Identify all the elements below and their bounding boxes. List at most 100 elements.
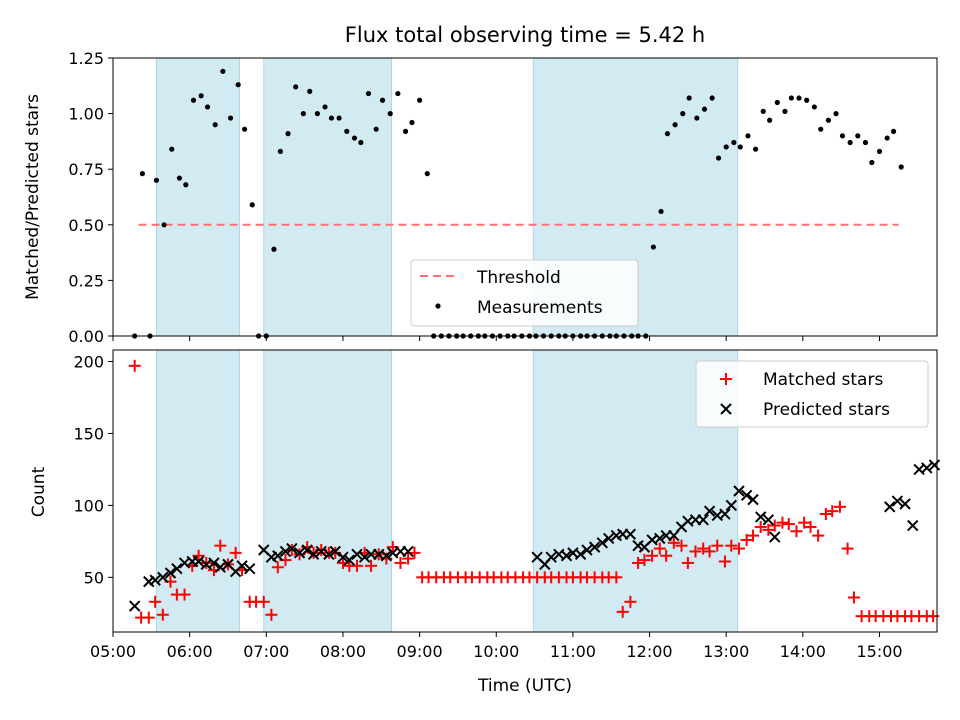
- predicted-star-point: [329, 545, 341, 558]
- matched-star-point: [265, 608, 278, 621]
- matched-star-point: [689, 545, 702, 558]
- x-tick-label: 10:00: [473, 642, 519, 661]
- matched-star-point: [782, 518, 795, 531]
- count-panel: 05:00 06:00 07:00 08:00 09:00 10:00 11:00 12:00…: [29, 349, 941, 696]
- top-legend: Threshold Measurements: [410, 259, 639, 327]
- predicted-star-point: [301, 544, 313, 556]
- matched-star-point: [142, 611, 155, 624]
- predicted-star-point: [214, 561, 227, 573]
- predicted-star-point: [588, 541, 601, 553]
- predicted-star-point: [703, 505, 716, 517]
- bottom-y-axis-label: Count: [29, 466, 49, 517]
- matched-star-point: [156, 608, 169, 621]
- matched-star-point: [632, 556, 645, 569]
- measurement-point: [715, 155, 722, 161]
- predicted-star-point: [769, 531, 781, 543]
- matched-star-point: [149, 595, 162, 608]
- matched-star-point: [762, 523, 775, 536]
- measurement-point: [760, 108, 766, 114]
- matched-star-point: [847, 591, 860, 604]
- predicted-star-point: [279, 545, 292, 558]
- measurement-point: [833, 111, 839, 117]
- measurement-point: [322, 104, 328, 110]
- predicted-star-point: [624, 528, 637, 540]
- legend-matched-label: Matched stars: [763, 370, 883, 390]
- matched-star-point: [128, 359, 141, 372]
- measurement-point: [839, 133, 846, 139]
- measurement-point: [365, 90, 372, 97]
- measurement-point: [227, 115, 234, 121]
- measurement-point: [277, 148, 283, 155]
- predicted-star-point: [928, 459, 941, 471]
- predicted-star-point: [602, 532, 615, 545]
- measurement-point: [723, 144, 729, 150]
- measurement-point: [782, 108, 788, 114]
- matched-star-point: [740, 533, 753, 546]
- matched-star-point: [394, 556, 407, 569]
- predicted-star-point: [402, 545, 414, 558]
- y-tick-label: 0.00: [68, 327, 104, 346]
- predicted-star-point: [164, 567, 177, 579]
- predicted-stars-points: [129, 459, 941, 612]
- matched-star-point: [271, 561, 284, 574]
- top-axes-frame: [112, 57, 938, 337]
- matched-star-point: [200, 556, 213, 569]
- legend-measurements-label: Measurements: [477, 298, 603, 318]
- matched-star-point: [638, 554, 651, 567]
- matched-star-point: [257, 595, 270, 608]
- legend-box: [410, 259, 639, 327]
- legend-predicted-swatch: [720, 403, 732, 415]
- matched-star-point: [214, 539, 227, 552]
- measurement-point: [767, 117, 773, 123]
- measurement-point: [336, 115, 342, 121]
- matched-star-point: [703, 545, 716, 558]
- measurement-point: [664, 131, 671, 137]
- measurement-point: [804, 97, 810, 103]
- matched-star-point: [660, 549, 673, 562]
- predicted-star-point: [358, 551, 371, 563]
- y-tick-label: 0.50: [68, 216, 104, 235]
- predicted-star-point: [236, 560, 248, 572]
- observing-window-1: [155, 349, 240, 633]
- measurement-point: [694, 115, 700, 121]
- measurement-point: [249, 202, 255, 208]
- predicted-star-point: [581, 544, 593, 556]
- predicted-star-point: [286, 542, 298, 555]
- predicted-star-point: [754, 511, 767, 523]
- bottom-x-ticks: 05:00 06:00 07:00 08:00 09:00 10:00 11:00 12:00…: [90, 632, 903, 661]
- matched-star-point: [819, 508, 832, 521]
- predicted-star-point: [323, 548, 335, 561]
- predicted-star-point: [762, 514, 775, 526]
- matched-star-point: [718, 555, 731, 568]
- measurement-point: [241, 126, 248, 132]
- measurement-point: [752, 146, 759, 152]
- measurement-point: [796, 95, 802, 101]
- y-tick-label: 0.25: [68, 271, 104, 290]
- legend-predicted-label: Predicted stars: [763, 400, 890, 420]
- bottom-y-ticks: 50 100 150 200: [73, 353, 113, 587]
- predicted-star-point: [307, 548, 320, 561]
- measurement-point: [358, 139, 364, 146]
- matched-star-point: [732, 542, 745, 555]
- predicted-star-point: [337, 551, 349, 563]
- predicted-star-point: [921, 462, 933, 474]
- predicted-star-point: [891, 495, 904, 507]
- matched-star-point: [667, 536, 680, 549]
- x-tick-label: 12:00: [627, 642, 673, 661]
- x-tick-label: 13:00: [703, 642, 749, 661]
- predicted-star-point: [545, 551, 557, 563]
- observing-window-2: [263, 57, 392, 337]
- x-tick-label: 15:00: [856, 642, 902, 661]
- legend-box: [695, 360, 929, 428]
- predicted-star-point: [208, 557, 220, 569]
- measurement-point: [876, 148, 883, 155]
- measurement-point: [395, 90, 401, 97]
- x-tick-label: 07:00: [243, 642, 289, 661]
- measurement-point: [328, 115, 335, 121]
- legend-threshold-label: Threshold: [476, 268, 561, 288]
- matched-star-point: [192, 549, 205, 562]
- y-tick-label: 1.00: [68, 105, 104, 124]
- x-tick-label: 09:00: [397, 642, 443, 661]
- predicted-star-point: [596, 537, 608, 549]
